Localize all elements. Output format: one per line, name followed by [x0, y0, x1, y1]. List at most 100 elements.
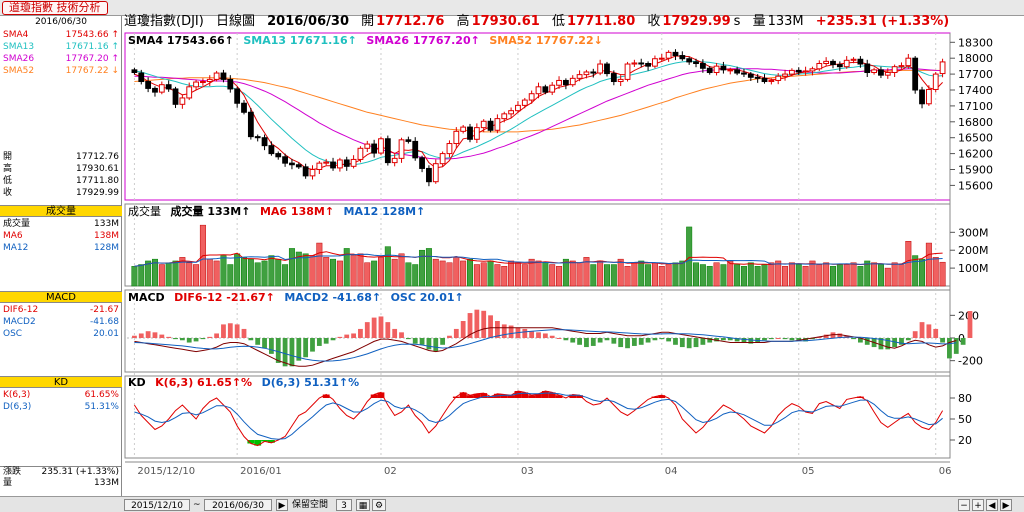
overbought-fill: [514, 391, 522, 398]
volume-bar: [330, 258, 337, 287]
osc-bar: [919, 322, 925, 338]
value-label: 收: [3, 188, 13, 198]
candle-body: [809, 68, 816, 72]
grid-icon[interactable]: ▦: [356, 499, 370, 511]
value-number: 17671.16 ↑: [65, 42, 119, 52]
volume-value: 133M: [767, 14, 804, 29]
osc-bar: [179, 338, 185, 341]
volume-bar: [179, 257, 186, 287]
value-label: MA6: [3, 231, 23, 241]
volume-bar: [419, 249, 426, 287]
osc-bar: [782, 338, 788, 340]
osc-bar: [741, 338, 747, 343]
overbought-fill: [507, 395, 515, 398]
x-tick-label: 2016/01: [240, 466, 282, 477]
osc-bar: [618, 338, 624, 348]
legend-macd-title: MACD: [128, 291, 165, 304]
k-line: [133, 390, 944, 447]
candle-body: [391, 157, 398, 164]
settings-icon[interactable]: ⚙: [372, 499, 386, 511]
osc-bar: [221, 324, 226, 338]
volume-bar: [220, 255, 227, 287]
volume-bar: [275, 258, 282, 287]
candle-body: [227, 78, 234, 90]
value-number: 17712.76: [76, 152, 119, 162]
candle-body: [165, 84, 172, 90]
volume-bar: [850, 262, 857, 287]
osc-bar: [440, 338, 446, 345]
zoom-in-icon[interactable]: +: [972, 499, 984, 511]
volume-bar: [316, 242, 323, 287]
volume-bar: [501, 266, 508, 287]
candle-body: [432, 163, 439, 183]
keep-space-label: 保留空間: [292, 500, 329, 510]
candle-body: [494, 118, 501, 131]
volume-bar: [816, 264, 823, 287]
value-label: SMA4: [3, 30, 29, 40]
overbought-fill: [480, 393, 488, 398]
volume-bar: [446, 262, 453, 287]
osc-bar: [878, 338, 884, 350]
overbought-fill: [658, 395, 666, 398]
scroll-left-icon[interactable]: ◀: [986, 499, 998, 511]
candle-body: [562, 79, 569, 86]
candle-body: [508, 110, 515, 115]
candle-body: [590, 71, 597, 74]
y-tick-label: -200: [958, 355, 983, 368]
volume-bar: [364, 262, 371, 287]
overbought-fill: [576, 395, 584, 398]
x-tick-label: 06: [939, 466, 952, 477]
volume-bar: [768, 262, 775, 287]
volume-bar: [631, 262, 638, 287]
chart-canvas[interactable]: 2015/12/10 2016/01 02 03 04 05 06 18300 18000 177…: [0, 0, 1024, 496]
volume-bar: [898, 264, 905, 287]
value-label: SMA52: [3, 66, 35, 76]
zoom-out-icon[interactable]: −: [958, 499, 970, 511]
osc-bar: [186, 338, 192, 343]
osc-bar: [830, 332, 836, 338]
volume-bar: [241, 257, 247, 287]
x-tick-label: 04: [665, 466, 678, 477]
osc-bar: [474, 309, 480, 338]
osc-bar: [207, 336, 213, 338]
overbought-fill: [322, 394, 330, 398]
range-toggle-button[interactable]: ▶: [276, 499, 288, 511]
osc-bar: [132, 335, 137, 338]
x-tick-label: 02: [384, 466, 397, 477]
low-label: 低: [551, 14, 565, 29]
osc-bar: [611, 338, 617, 344]
volume-bar: [727, 260, 734, 287]
volume-bar: [912, 255, 919, 287]
candle-body: [549, 84, 556, 93]
keep-space-field[interactable]: 3: [336, 499, 352, 511]
scroll-right-icon[interactable]: ▶: [1000, 499, 1012, 511]
candle-body: [884, 72, 891, 76]
oversold-fill: [261, 440, 268, 442]
x-tick-label: 2015/12/10: [137, 466, 195, 477]
osc-bar: [453, 328, 459, 338]
osc-bar: [508, 325, 514, 338]
candle-body: [275, 153, 282, 158]
osc-bar: [625, 338, 630, 349]
value-label: 開: [3, 152, 13, 162]
candle-body: [857, 58, 864, 65]
volume-bar: [295, 251, 302, 287]
left-info-panel: 2016/06/30 SMA4 17543.66 ↑ SMA13 17671.16 ↑…: [0, 16, 122, 496]
value-row: 開 17712.76: [0, 152, 122, 163]
close-value: 17929.99: [662, 14, 731, 29]
osc-bar: [330, 338, 336, 341]
sma13-line: [134, 60, 943, 166]
candle-body: [241, 102, 247, 113]
candle-body: [158, 84, 165, 93]
volume-bar: [186, 262, 193, 287]
candle-body: [501, 113, 508, 120]
volume-bar: [884, 267, 891, 287]
range-start-field[interactable]: 2015/12/10: [124, 499, 190, 511]
range-end-field[interactable]: 2016/06/30: [204, 499, 272, 511]
value-row: K(6,3) 61.65%: [0, 390, 122, 401]
osc-bar: [645, 338, 651, 343]
tab-technical-analysis[interactable]: 道瓊指數 技術分析: [2, 1, 108, 15]
value-row: OSC 20.01: [0, 329, 122, 340]
y-tick-label: 100M: [958, 262, 989, 275]
candle-body: [576, 74, 583, 79]
